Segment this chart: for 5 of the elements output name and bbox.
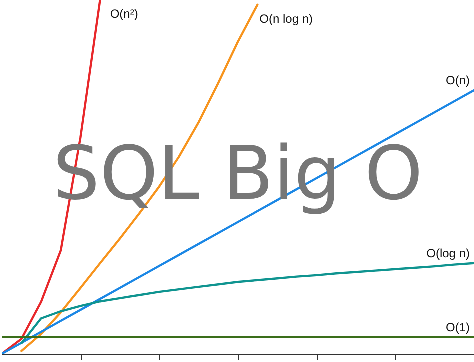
series-label: O(1) [446,320,470,334]
series-label: O(n log n) [260,12,314,26]
series-label: O(n) [446,74,470,88]
series-label: O(n²) [110,7,138,21]
series-label: O(log n) [426,246,470,260]
